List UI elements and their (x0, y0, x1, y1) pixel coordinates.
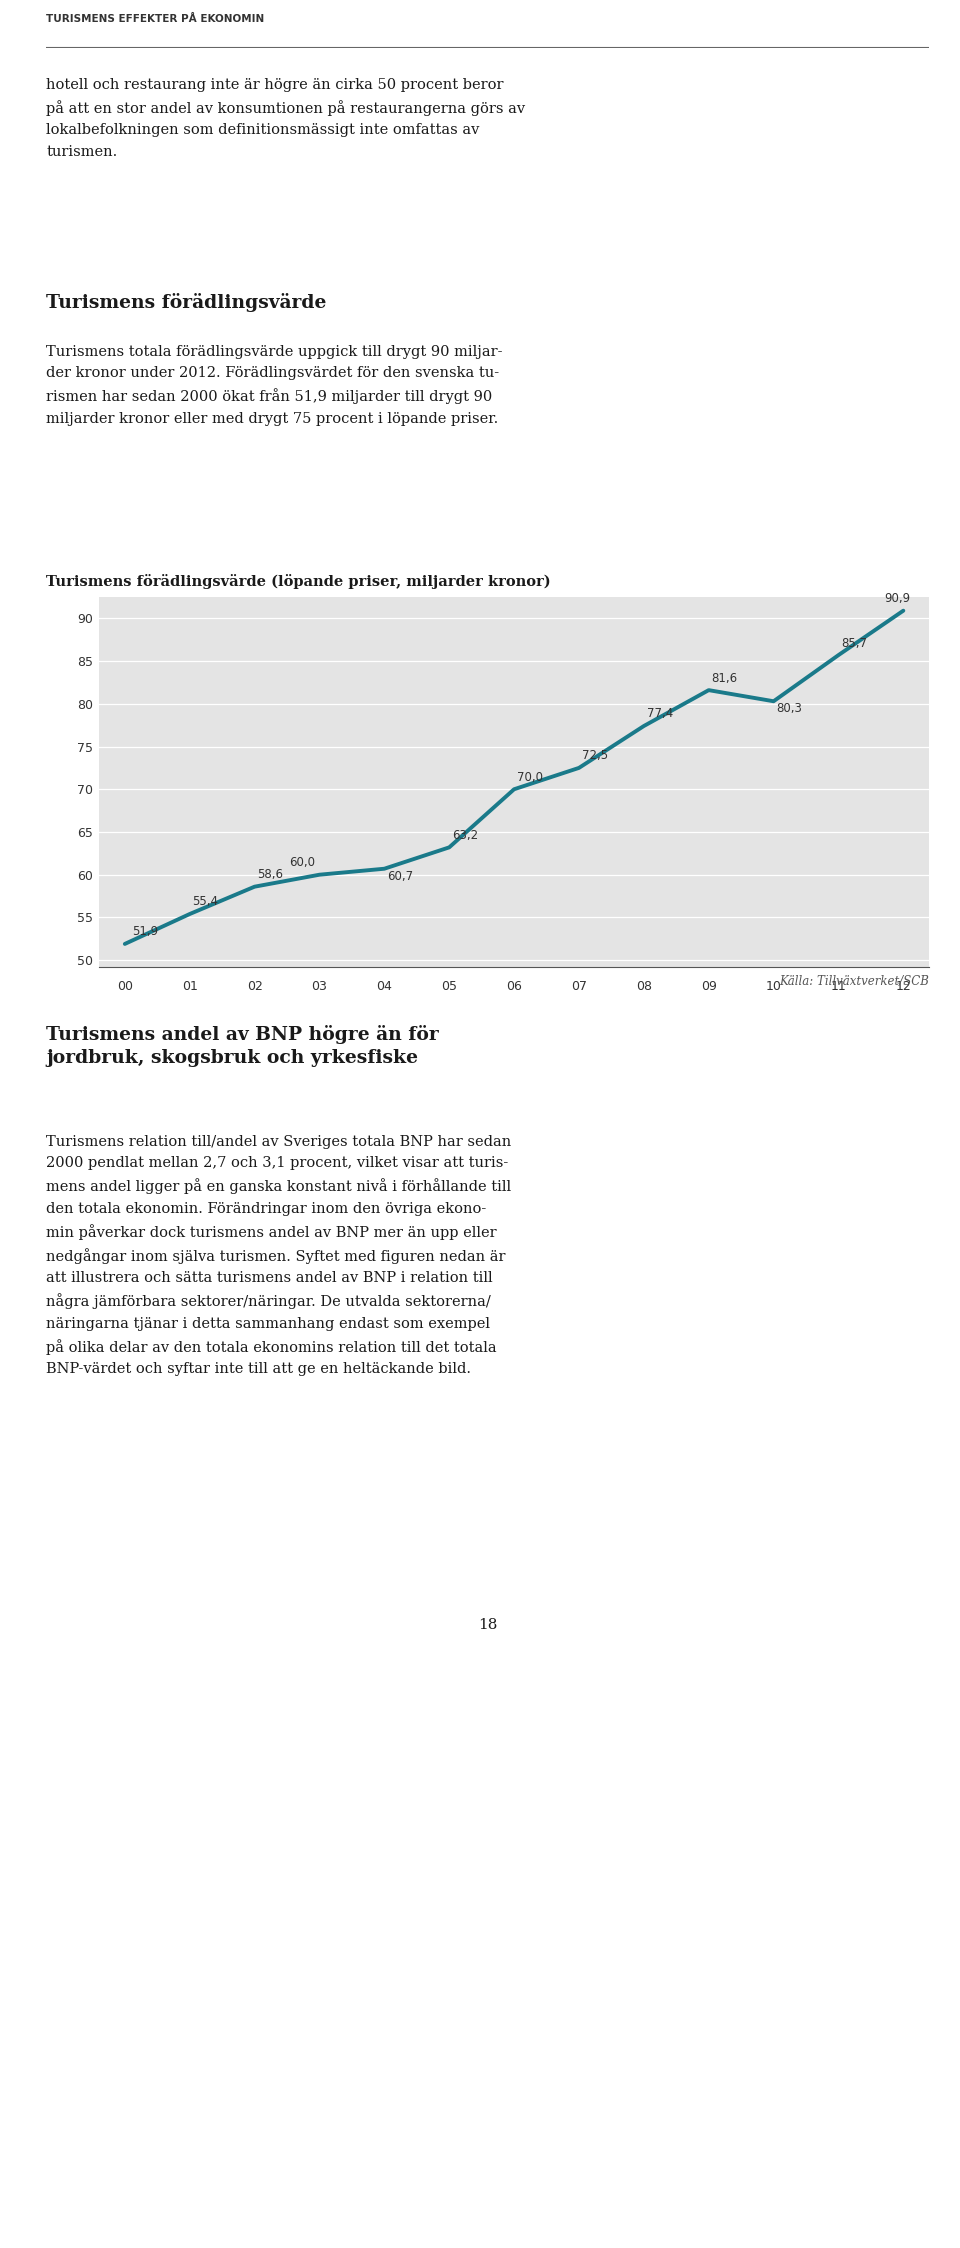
Text: 77,4: 77,4 (647, 708, 673, 719)
Text: 80,3: 80,3 (777, 701, 803, 715)
Text: 63,2: 63,2 (452, 830, 478, 841)
Text: 58,6: 58,6 (257, 868, 283, 881)
Text: Turismens förädlingsvärde: Turismens förädlingsvärde (46, 292, 326, 312)
Text: 60,7: 60,7 (387, 870, 413, 883)
Text: 55,4: 55,4 (193, 895, 219, 908)
Text: Turismens totala förädlingsvärde uppgick till drygt 90 miljar-
der kronor under : Turismens totala förädlingsvärde uppgick… (46, 344, 503, 425)
Text: 18: 18 (478, 1619, 497, 1632)
Text: Källa: Tillväxtverket/SCB: Källa: Tillväxtverket/SCB (780, 976, 929, 987)
Text: 60,0: 60,0 (289, 856, 315, 870)
Text: TURISMENS EFFEKTER PÅ EKONOMIN: TURISMENS EFFEKTER PÅ EKONOMIN (46, 13, 264, 25)
Text: 85,7: 85,7 (841, 636, 867, 650)
Text: 51,9: 51,9 (132, 926, 157, 937)
Text: 72,5: 72,5 (582, 749, 608, 762)
Text: Turismens relation till/andel av Sveriges totala BNP har sedan
2000 pendlat mell: Turismens relation till/andel av Sverige… (46, 1135, 512, 1376)
Text: Turismens förädlingsvärde (löpande priser, miljarder kronor): Turismens förädlingsvärde (löpande prise… (46, 573, 551, 589)
Text: Turismens andel av BNP högre än för
jordbruk, skogsbruk och yrkesfiske: Turismens andel av BNP högre än för jord… (46, 1025, 439, 1068)
Text: 81,6: 81,6 (711, 672, 737, 686)
Text: hotell och restaurang inte är högre än cirka 50 procent beror
på att en stor and: hotell och restaurang inte är högre än c… (46, 79, 525, 160)
Text: 90,9: 90,9 (884, 591, 910, 605)
Text: 70,0: 70,0 (516, 771, 542, 785)
